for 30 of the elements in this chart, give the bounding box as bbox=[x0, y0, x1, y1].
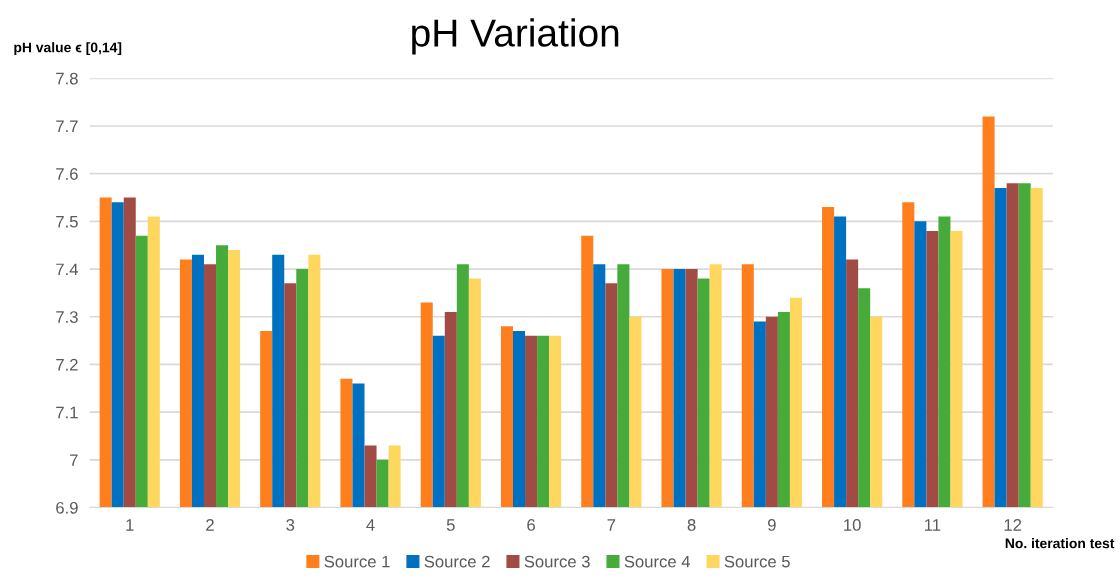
chart-title: pH Variation bbox=[412, 18, 619, 55]
y-tick-label: 7.3 bbox=[56, 311, 78, 323]
y-tick-label: 7.7 bbox=[56, 120, 78, 133]
x-tick-label: 11 bbox=[925, 519, 941, 531]
legend-label: Source 2 bbox=[424, 555, 490, 568]
x-tick-label: 9 bbox=[768, 519, 776, 531]
x-tick-label: 4 bbox=[366, 519, 375, 531]
legend-label: Source 5 bbox=[724, 555, 790, 568]
x-tick-label: 3 bbox=[286, 519, 295, 531]
y-tick-label: 7.1 bbox=[56, 406, 78, 419]
y-tick-label: 6.9 bbox=[56, 501, 78, 514]
y-tick-label: 7.8 bbox=[56, 72, 78, 85]
y-tick-label: 7.4 bbox=[56, 263, 78, 276]
legend-label: Source 1 bbox=[324, 555, 390, 568]
y-tick-label: 7.6 bbox=[56, 168, 78, 180]
x-tick-label: 2 bbox=[206, 519, 214, 531]
legend-label: Source 4 bbox=[624, 555, 691, 568]
x-tick-label: 7 bbox=[607, 519, 616, 531]
x-tick-label: 8 bbox=[687, 519, 696, 531]
x-tick-label: 6 bbox=[527, 519, 535, 531]
y-tick-label: 7.2 bbox=[56, 358, 78, 371]
x-tick-label: 5 bbox=[446, 519, 455, 531]
y-axis-title: pH value ϵ [0,14] bbox=[14, 42, 122, 56]
y-tick-label: 7.5 bbox=[56, 215, 78, 228]
legend-label: Source 3 bbox=[524, 555, 590, 568]
x-tick-label: 12 bbox=[1004, 519, 1022, 531]
x-axis-title: No. iteration test bbox=[1005, 538, 1115, 549]
x-tick-label: 1 bbox=[126, 519, 134, 531]
x-tick-label: 10 bbox=[844, 519, 861, 531]
y-tick-label: 7 bbox=[70, 454, 78, 466]
